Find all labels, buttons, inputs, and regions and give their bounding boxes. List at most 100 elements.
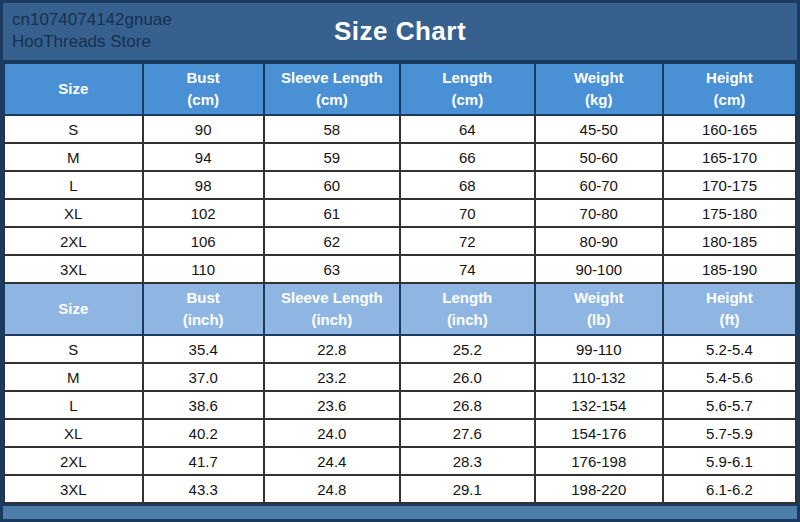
table-cell: 23.6 — [264, 391, 400, 419]
table-cell: 90 — [143, 115, 264, 143]
table-cell: 70-80 — [535, 199, 663, 227]
table-header-row: SizeBust(inch)Sleeve Length(inch)Length(… — [4, 283, 796, 335]
table-cell: 68 — [400, 171, 535, 199]
table-cell: 23.2 — [264, 363, 400, 391]
table-cell: 61 — [264, 199, 400, 227]
column-header: Bust(cm) — [143, 63, 264, 115]
table-cell: 98 — [143, 171, 264, 199]
table-cell: XL — [4, 419, 143, 447]
table-row: S35.422.825.299-1105.2-5.4 — [4, 335, 796, 363]
table-row: M37.023.226.0110-1325.4-5.6 — [4, 363, 796, 391]
table-cell: 59 — [264, 143, 400, 171]
table-cell: 2XL — [4, 227, 143, 255]
table-cell: 198-220 — [535, 475, 663, 503]
table-row: 2XL106627280-90180-185 — [4, 227, 796, 255]
table-cell: 26.0 — [400, 363, 535, 391]
table-cell: XL — [4, 199, 143, 227]
table-cell: 5.6-5.7 — [663, 391, 796, 419]
table-cell: 165-170 — [663, 143, 796, 171]
table-cell: M — [4, 363, 143, 391]
table-cell: 94 — [143, 143, 264, 171]
table-cell: 2XL — [4, 447, 143, 475]
table-row: XL40.224.027.6154-1765.7-5.9 — [4, 419, 796, 447]
table-cell: 38.6 — [143, 391, 264, 419]
table-header-row: SizeBust(cm)Sleeve Length(cm)Length(cm)W… — [4, 63, 796, 115]
table-cell: 6.1-6.2 — [663, 475, 796, 503]
column-header: Weight(lb) — [535, 283, 663, 335]
column-header: Length(inch) — [400, 283, 535, 335]
column-header: Length(cm) — [400, 63, 535, 115]
table-cell: 170-175 — [663, 171, 796, 199]
table-cell: 35.4 — [143, 335, 264, 363]
column-header: Sleeve Length(inch) — [264, 283, 400, 335]
banner: cn1074074142gnuae HooThreads Store Size … — [3, 3, 797, 62]
table-cell: 175-180 — [663, 199, 796, 227]
table-cell: 43.3 — [143, 475, 264, 503]
table-cell: 5.7-5.9 — [663, 419, 796, 447]
table-cell: 26.8 — [400, 391, 535, 419]
table-cell: 24.4 — [264, 447, 400, 475]
table-cell: 74 — [400, 255, 535, 283]
table-cell: 106 — [143, 227, 264, 255]
table-row: L38.623.626.8132-1545.6-5.7 — [4, 391, 796, 419]
column-header: Size — [4, 283, 143, 335]
table-row: M94596650-60165-170 — [4, 143, 796, 171]
table-cell: 110-132 — [535, 363, 663, 391]
table-cell: 50-60 — [535, 143, 663, 171]
table-cell: 66 — [400, 143, 535, 171]
store-id-line: cn1074074142gnuae — [12, 9, 172, 31]
table-cell: 60-70 — [535, 171, 663, 199]
table-cell: 99-110 — [535, 335, 663, 363]
table-cell: 58 — [264, 115, 400, 143]
table-cell: 72 — [400, 227, 535, 255]
table-cell: 80-90 — [535, 227, 663, 255]
table-cell: 27.6 — [400, 419, 535, 447]
column-header: Height(cm) — [663, 63, 796, 115]
table-row: 2XL41.724.428.3176-1985.9-6.1 — [4, 447, 796, 475]
table-cell: 132-154 — [535, 391, 663, 419]
table-cell: 64 — [400, 115, 535, 143]
table-cell: S — [4, 335, 143, 363]
table-cell: 40.2 — [143, 419, 264, 447]
column-header: Weight(kg) — [535, 63, 663, 115]
table-cell: L — [4, 171, 143, 199]
table-row: 3XL110637490-100185-190 — [4, 255, 796, 283]
table-row: S90586445-50160-165 — [4, 115, 796, 143]
table-cell: 5.4-5.6 — [663, 363, 796, 391]
size-table-body: SizeBust(cm)Sleeve Length(cm)Length(cm)W… — [4, 63, 796, 503]
table-cell: M — [4, 143, 143, 171]
table-cell: 180-185 — [663, 227, 796, 255]
table-cell: 60 — [264, 171, 400, 199]
table-cell: 25.2 — [400, 335, 535, 363]
table-cell: 110 — [143, 255, 264, 283]
table-cell: 3XL — [4, 255, 143, 283]
table-cell: 154-176 — [535, 419, 663, 447]
table-row: XL102617070-80175-180 — [4, 199, 796, 227]
column-header: Size — [4, 63, 143, 115]
table-row: 3XL43.324.829.1198-2206.1-6.2 — [4, 475, 796, 503]
column-header: Bust(inch) — [143, 283, 264, 335]
table-cell: 62 — [264, 227, 400, 255]
table-cell: 41.7 — [143, 447, 264, 475]
table-cell: 24.8 — [264, 475, 400, 503]
table-row: L98606860-70170-175 — [4, 171, 796, 199]
table-cell: 70 — [400, 199, 535, 227]
next-section-partial-row — [3, 504, 797, 519]
column-header: Height(ft) — [663, 283, 796, 335]
table-cell: 5.2-5.4 — [663, 335, 796, 363]
table-cell: 37.0 — [143, 363, 264, 391]
table-cell: 3XL — [4, 475, 143, 503]
table-cell: L — [4, 391, 143, 419]
table-cell: 29.1 — [400, 475, 535, 503]
table-cell: 45-50 — [535, 115, 663, 143]
store-name: cn1074074142gnuae HooThreads Store — [12, 9, 172, 53]
store-title-line: HooThreads Store — [12, 31, 172, 53]
size-table: SizeBust(cm)Sleeve Length(cm)Length(cm)W… — [3, 62, 797, 504]
table-cell: 63 — [264, 255, 400, 283]
table-cell: S — [4, 115, 143, 143]
table-cell: 102 — [143, 199, 264, 227]
column-header: Sleeve Length(cm) — [264, 63, 400, 115]
table-cell: 22.8 — [264, 335, 400, 363]
table-cell: 24.0 — [264, 419, 400, 447]
table-cell: 90-100 — [535, 255, 663, 283]
